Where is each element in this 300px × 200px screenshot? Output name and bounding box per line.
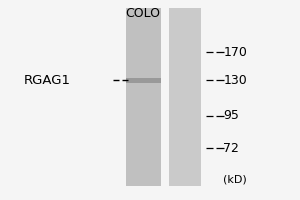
Text: COLO: COLO [126,7,160,20]
Text: 72: 72 [224,142,239,154]
Bar [169,8,201,186]
Bar [126,8,160,186]
Text: 170: 170 [224,46,248,58]
Text: 95: 95 [224,109,239,122]
Text: (kD): (kD) [224,174,247,184]
Text: 130: 130 [224,73,247,86]
Bar [126,77,160,82]
Text: RGAG1: RGAG1 [24,73,71,86]
